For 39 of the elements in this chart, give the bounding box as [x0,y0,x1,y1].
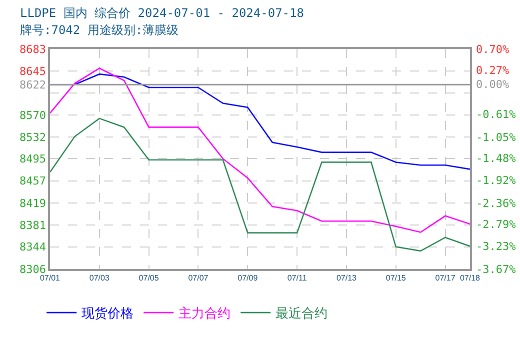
x-tick-label: 07/07 [188,273,209,282]
y-tick-label: 8683 [20,42,46,56]
y-tick-label: 8622 [20,78,46,92]
x-tick-label: 07/15 [386,273,406,282]
x-tick-label: 07/05 [138,273,160,282]
y2-tick-label: -3.67% [476,263,516,276]
y2-tick-label: -1.48% [476,152,516,165]
x-tick-label: 07/03 [89,273,110,282]
legend-label: 主力合约 [178,306,231,322]
y2-tick-label: -0.61% [476,108,516,121]
y2-tick-label: -2.79% [476,218,516,231]
legend-label: 现货价格 [82,306,134,322]
line-series [50,118,470,252]
y-tick-label: 8570 [20,108,46,122]
y-tick-label: 8457 [20,174,46,188]
x-tick-label: 07/01 [40,273,61,282]
y-tick-label: 8532 [20,130,46,144]
chart-title: LLDPE 国内 综合价 2024-07-01 - 2024-07-18 [20,6,304,20]
x-tick-label: 07/17 [435,273,456,282]
y-tick-label: 8645 [20,65,46,78]
y-tick-label: 8419 [20,196,46,210]
y-tick-label: 8381 [20,219,46,232]
y2-tick-label: -1.05% [476,131,516,144]
x-tick-label: 07/09 [238,273,258,282]
y2-tick-label: 0.00% [476,78,510,91]
y2-tick-label: -3.23% [476,240,516,253]
y-tick-label: 8344 [20,240,46,254]
chart-subtitle: 牌号:7042 用途级别:薄膜级 [20,23,179,37]
y2-tick-label: -1.92% [476,174,516,187]
y2-tick-label: 0.70% [476,43,510,56]
y-tick-label: 8306 [20,262,46,276]
x-tick-label: 07/13 [336,273,358,282]
legend-label: 最近合约 [276,306,328,322]
x-tick-label: 07/11 [287,273,308,282]
y2-tick-label: 0.27% [476,64,510,77]
x-tick-label: 07/18 [460,273,481,282]
line-series [50,68,470,233]
y-tick-label: 8495 [20,152,46,166]
y2-tick-label: -2.36% [476,197,516,210]
